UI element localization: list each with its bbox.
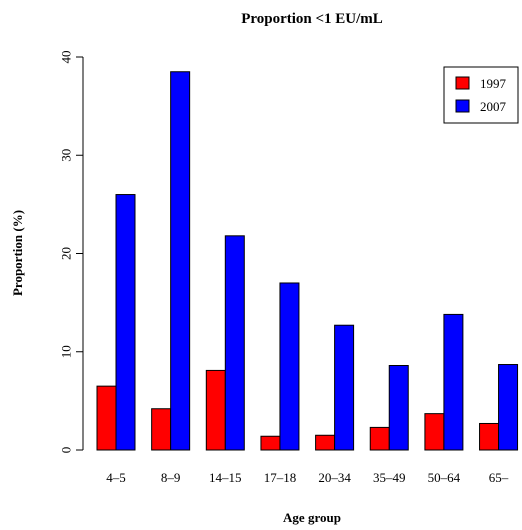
- x-tick-labels: 4–5 8–9 14–15 17–18 20–34 35–49 50–64 65–: [106, 470, 509, 485]
- bar-1997-2: [205, 369, 226, 451]
- bar-1997-4: [315, 434, 336, 451]
- x-tick-label: 35–49: [373, 470, 406, 485]
- x-tick-label: 4–5: [106, 470, 126, 485]
- x-axis-label: Age group: [283, 510, 341, 525]
- bar-1997-0: [96, 385, 117, 451]
- y-tick-label: 20: [59, 247, 74, 260]
- y-tick-label: 30: [59, 149, 74, 162]
- bar-1997-3: [260, 435, 281, 451]
- bar-2007-7: [498, 364, 519, 451]
- chart-title: Proportion <1 EU/mL: [241, 11, 383, 27]
- bar-2007-0: [115, 194, 136, 451]
- y-tick-label: 40: [59, 51, 74, 64]
- x-tick-label: 65–: [489, 470, 509, 485]
- bar-2007-2: [224, 235, 245, 451]
- bar-1997-1: [151, 408, 172, 451]
- x-tick-label: 14–15: [209, 470, 242, 485]
- bar-2007-1: [170, 71, 191, 451]
- legend: 1997 2007: [443, 66, 519, 124]
- bar-1997-6: [424, 413, 445, 451]
- legend-label-1997: 1997: [480, 76, 507, 91]
- bar-1997-7: [479, 422, 500, 451]
- legend-swatch-2007: [455, 99, 470, 113]
- bar-2007-6: [443, 313, 464, 451]
- x-tick-label: 8–9: [161, 470, 181, 485]
- y-tick-label: 0: [59, 447, 74, 454]
- x-tick-label: 17–18: [264, 470, 297, 485]
- bar-2007-5: [388, 365, 409, 451]
- x-tick-label: 20–34: [318, 470, 351, 485]
- legend-swatch-1997: [455, 76, 470, 90]
- y-tick-label: 10: [59, 345, 74, 358]
- bars: [96, 71, 519, 451]
- legend-label-2007: 2007: [480, 99, 507, 114]
- y-axis-label: Proportion (%): [10, 210, 25, 296]
- bar-2007-4: [334, 324, 355, 451]
- x-tick-label: 50–64: [428, 470, 461, 485]
- y-ticks: 0 10 20 30 40: [59, 51, 83, 454]
- bar-1997-5: [369, 426, 390, 451]
- legend-box: [443, 66, 519, 124]
- bar-2007-3: [279, 282, 300, 451]
